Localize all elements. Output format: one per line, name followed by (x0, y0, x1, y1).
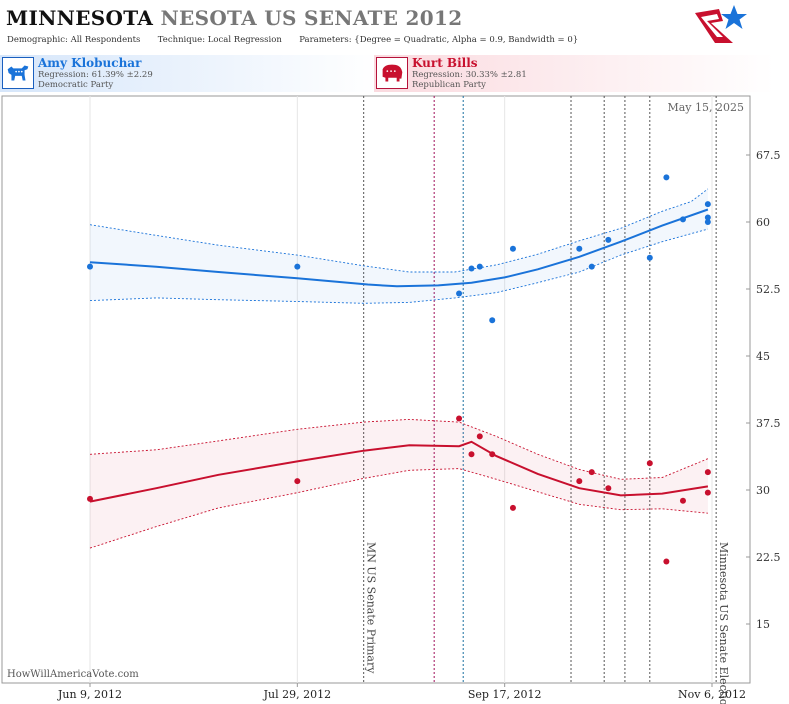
x-tick-label: Jul 29, 2012 (263, 688, 332, 701)
x-tick-label: Sep 17, 2012 (468, 688, 542, 701)
dem-poll-point (509, 245, 516, 252)
rep-name: Kurt Bills (412, 56, 478, 70)
rep-party: Republican Party (412, 80, 486, 90)
dem-poll-point (704, 214, 711, 221)
dem-poll-point (679, 216, 686, 223)
dem-name: Amy Klobuchar (38, 56, 142, 70)
dem-poll-point (605, 236, 612, 243)
dem-poll-point (456, 290, 463, 297)
rep-regression: Regression: 30.33% ±2.81 (412, 70, 527, 80)
y-tick-label: 22.5 (756, 551, 781, 564)
dem-poll-point (663, 174, 670, 181)
rep-poll-point (646, 460, 653, 467)
y-tick-label: 67.5 (756, 149, 781, 162)
rep-poll-point (468, 451, 475, 458)
y-tick-label: 60 (756, 216, 770, 229)
rep-poll-point (87, 495, 93, 502)
rep-poll-point (456, 415, 463, 422)
rep-poll-point (489, 451, 496, 458)
dem-trend-line (89, 208, 709, 288)
y-tick-label: 37.5 (756, 417, 781, 430)
dem-poll-point (294, 263, 301, 270)
x-tick-label: Jun 9, 2012 (57, 688, 122, 701)
dem-poll-point (704, 219, 711, 225)
rep-poll-point (588, 469, 595, 476)
rep-poll-point (509, 504, 516, 511)
rep-poll-point (576, 478, 583, 485)
dem-poll-point (489, 317, 496, 324)
donkey-icon (2, 57, 34, 89)
rep-poll-point (663, 558, 670, 565)
y-tick-label: 45 (756, 350, 770, 363)
dem-regression: Regression: 61.39% ±2.29 (38, 70, 153, 80)
dem-party: Democratic Party (38, 80, 114, 90)
title-rest: NESOTA US SENATE 2012 (160, 6, 463, 30)
dem-upper-bound (89, 188, 709, 273)
watermark: HowWillAmericaVote.com (7, 669, 139, 680)
rep-band (90, 419, 708, 549)
candidate-dem: Amy Klobuchar Regression: 61.39% ±2.29 D… (0, 55, 378, 92)
rep-poll-point (294, 478, 301, 485)
rep-poll-point (476, 433, 483, 440)
x-tick-label: Nov 6, 2012 (678, 688, 746, 701)
dem-lower-bound (89, 228, 709, 304)
y-tick-label: 15 (756, 618, 770, 631)
dem-poll-point (588, 263, 595, 270)
dem-poll-point (576, 245, 583, 252)
rep-upper-bound (89, 418, 709, 480)
parameters-label: Parameters: (299, 35, 352, 45)
rep-poll-point (704, 489, 711, 496)
page-title: MINNESOTA NESOTA US SENATE 2012 (6, 6, 462, 30)
parameters-value: {Degree = Quadratic, Alpha = 0.9, Bandwi… (354, 35, 579, 45)
dem-poll-point (646, 254, 653, 261)
logo-icon (695, 5, 747, 43)
demographic-label: Demographic: (7, 35, 68, 45)
rep-poll-point (679, 497, 686, 504)
dem-poll-point (476, 263, 483, 270)
date-label: May 15, 2025 (667, 101, 744, 114)
header: MINNESOTA NESOTA US SENATE 2012 Demograp… (0, 0, 789, 52)
rep-trend-line (89, 440, 709, 503)
rep-poll-point (605, 485, 612, 492)
dem-poll-point (468, 265, 475, 272)
technique-value: Local Regression (207, 35, 282, 45)
title-state: MINNESOTA (6, 6, 154, 30)
technique-label: Technique: (157, 35, 206, 45)
event-label: Minnesota US Senate Election (717, 542, 730, 704)
demographic-value: All Respondents (70, 35, 141, 45)
meta-line: Demographic: All Respondents Technique: … (7, 35, 578, 45)
event-label: MN US Senate Primary (365, 542, 378, 674)
dem-poll-point (704, 201, 711, 208)
dem-poll-point (87, 263, 93, 270)
y-tick-label: 52.5 (756, 283, 781, 296)
y-tick-label: 30 (756, 484, 770, 497)
rep-poll-point (704, 469, 711, 476)
elephant-icon (376, 57, 408, 89)
candidate-rep: Kurt Bills Regression: 30.33% ±2.81 Repu… (374, 55, 774, 92)
